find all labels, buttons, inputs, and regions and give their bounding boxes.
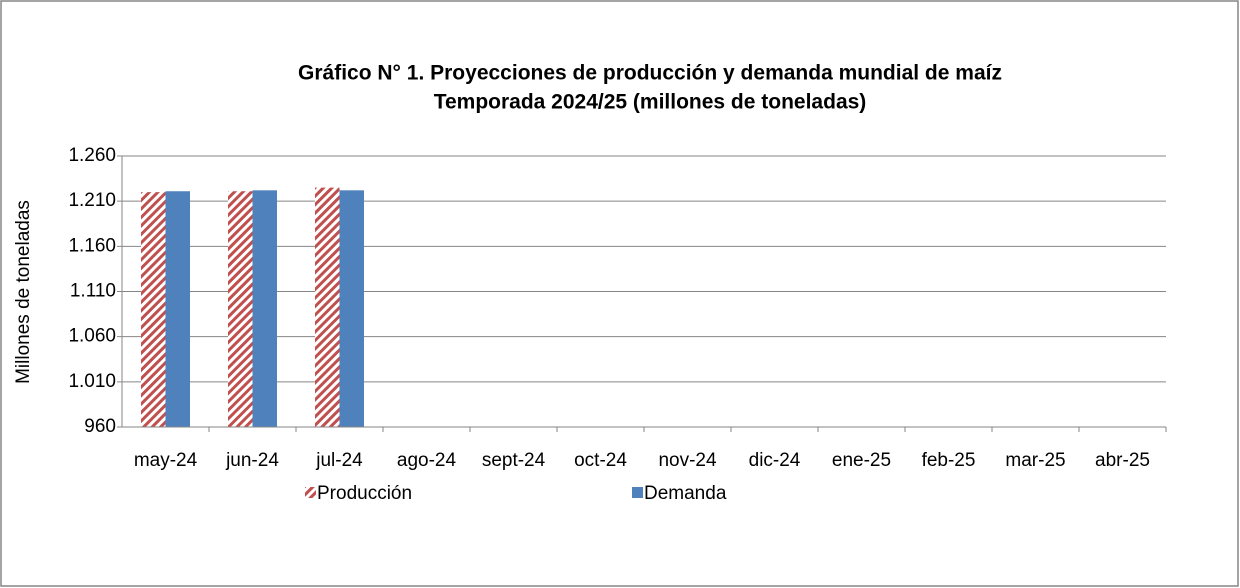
chart-title: Gráfico N° 1. Proyecciones de producción… xyxy=(298,62,1002,85)
bar xyxy=(165,191,190,427)
bar xyxy=(141,192,166,427)
bar xyxy=(339,190,364,427)
y-tick-label: 1.260 xyxy=(68,145,116,166)
y-tick-label: 1.210 xyxy=(68,190,116,211)
x-tick-label: abr-25 xyxy=(1095,450,1150,471)
x-tick-label: sept-24 xyxy=(482,450,546,471)
x-tick-label: jun-24 xyxy=(225,450,279,471)
x-tick-label: mar-25 xyxy=(1005,450,1065,471)
legend-swatch xyxy=(632,487,643,498)
bar xyxy=(228,191,253,427)
x-tick-label: ene-25 xyxy=(832,450,891,471)
legend-label: Demanda xyxy=(644,483,727,504)
y-tick-label: 960 xyxy=(84,416,116,437)
bar xyxy=(252,190,277,427)
legend-swatch xyxy=(305,487,316,498)
bar xyxy=(315,187,340,427)
y-tick-label: 1.060 xyxy=(68,326,116,347)
y-axis-label: Millones de toneladas xyxy=(13,200,34,384)
y-tick-label: 1.110 xyxy=(70,281,116,302)
chart-subtitle: Temporada 2024/25 (millones de toneladas… xyxy=(434,91,867,114)
x-tick-label: jul-24 xyxy=(315,450,363,471)
x-tick-label: ago-24 xyxy=(397,450,457,471)
x-tick-label: dic-24 xyxy=(749,450,801,471)
y-tick-label: 1.010 xyxy=(68,371,116,392)
x-tick-label: oct-24 xyxy=(574,450,627,471)
legend-label: Producción xyxy=(317,483,412,504)
x-tick-label: nov-24 xyxy=(658,450,717,471)
x-tick-label: feb-25 xyxy=(922,450,976,471)
x-tick-label: may-24 xyxy=(134,450,198,471)
y-tick-label: 1.160 xyxy=(68,235,116,256)
